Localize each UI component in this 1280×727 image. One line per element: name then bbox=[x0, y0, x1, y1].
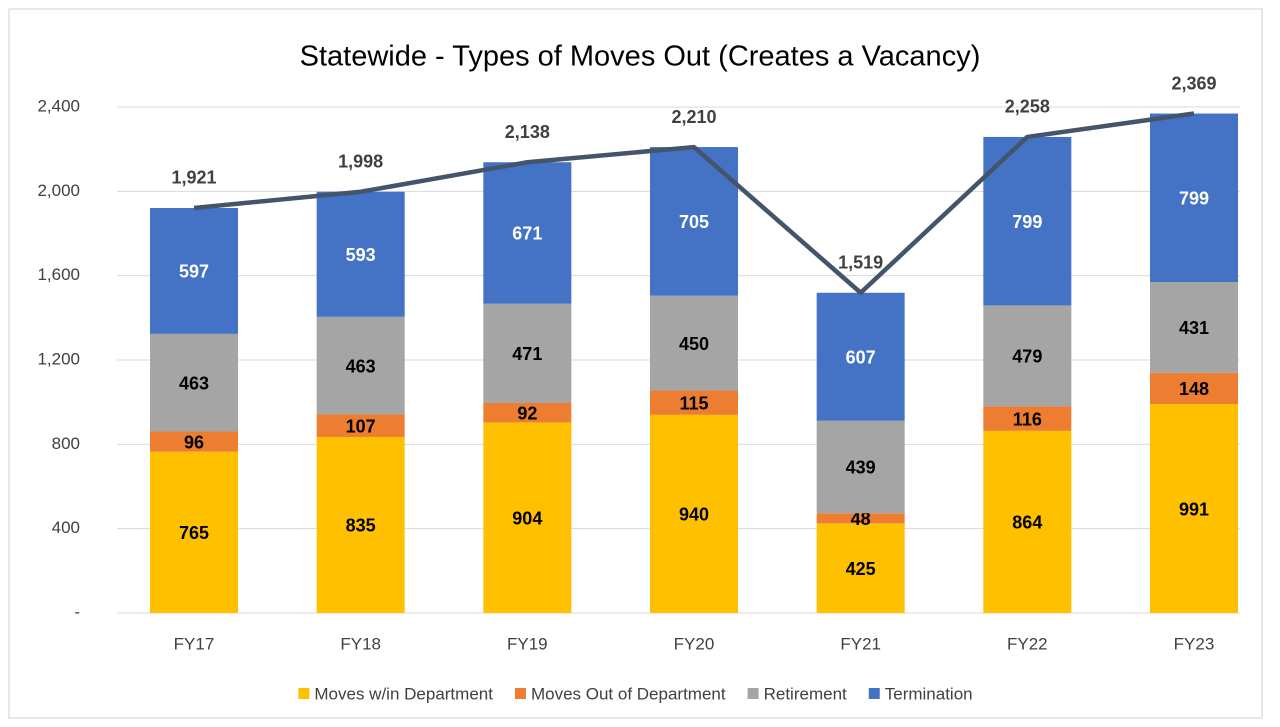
bar-segment bbox=[1150, 113, 1238, 282]
y-tick-label: - bbox=[74, 602, 80, 621]
bar-segment bbox=[816, 523, 905, 613]
legend: Moves w/in Department Moves Out of Depart… bbox=[298, 684, 973, 703]
total-label: 2,258 bbox=[1005, 97, 1050, 117]
legend-label: Moves Out of Department bbox=[531, 684, 726, 703]
bar-segment bbox=[316, 414, 405, 437]
data-label: 904 bbox=[512, 508, 542, 528]
total-label: 1,519 bbox=[838, 252, 883, 272]
data-label: 148 bbox=[1179, 379, 1209, 399]
y-tick-label: 800 bbox=[52, 434, 80, 453]
bar-segment bbox=[1150, 372, 1238, 405]
legend-swatch bbox=[298, 688, 310, 699]
bar-segment bbox=[650, 414, 738, 613]
x-tick-label: FY21 bbox=[840, 634, 881, 653]
legend-swatch bbox=[514, 688, 526, 699]
data-label: 607 bbox=[846, 347, 876, 367]
bar-segment bbox=[150, 451, 238, 613]
y-tick-label: 1,600 bbox=[37, 265, 80, 284]
data-label: 471 bbox=[512, 344, 542, 364]
y-tick-label: 2,400 bbox=[37, 96, 80, 115]
bar-segment bbox=[483, 422, 572, 613]
data-label: 765 bbox=[179, 523, 209, 543]
bar-segment bbox=[150, 207, 238, 334]
bar-segment bbox=[816, 292, 905, 421]
x-tick-label: FY20 bbox=[674, 634, 715, 653]
bar-segment bbox=[150, 431, 238, 452]
data-label: 593 bbox=[346, 245, 376, 265]
data-label: 671 bbox=[512, 224, 542, 244]
legend-label: Retirement bbox=[764, 684, 847, 703]
data-label: 597 bbox=[179, 262, 209, 282]
data-label: 115 bbox=[679, 393, 708, 413]
total-label: 1,998 bbox=[338, 152, 383, 172]
data-label: 425 bbox=[846, 559, 876, 579]
bar-segment bbox=[983, 406, 1072, 431]
data-label: 439 bbox=[846, 458, 876, 478]
data-label: 799 bbox=[1012, 212, 1042, 232]
bar-segment bbox=[650, 390, 738, 415]
total-label: 2,210 bbox=[671, 107, 716, 127]
bar-segment bbox=[816, 420, 905, 514]
bar-segment bbox=[316, 191, 405, 317]
bar-segment bbox=[650, 295, 738, 391]
bar-segment bbox=[483, 162, 572, 304]
data-label: 116 bbox=[1013, 409, 1042, 429]
bar-segment bbox=[983, 305, 1072, 407]
bar-segment bbox=[316, 316, 405, 415]
bar-segment bbox=[1150, 404, 1238, 613]
bar-segment bbox=[816, 513, 905, 524]
data-label: 835 bbox=[346, 516, 376, 536]
data-label: 107 bbox=[346, 416, 376, 436]
data-label: 864 bbox=[1012, 513, 1042, 533]
legend-swatch bbox=[747, 688, 759, 699]
data-label: 463 bbox=[346, 356, 376, 376]
data-label: 463 bbox=[179, 373, 209, 393]
data-label: 96 bbox=[184, 432, 204, 452]
bar-segment bbox=[983, 430, 1072, 613]
total-line bbox=[193, 111, 1195, 295]
legend-label: Moves w/in Department bbox=[314, 684, 493, 703]
bar-segment bbox=[316, 436, 405, 613]
bar-segment bbox=[483, 403, 572, 423]
x-tick-label: FY18 bbox=[340, 634, 381, 653]
data-label: 479 bbox=[1012, 347, 1042, 367]
x-tick-label: FY17 bbox=[174, 634, 215, 653]
bar-segment bbox=[150, 333, 238, 432]
chart-title: Statewide - Types of Moves Out (Creates … bbox=[300, 41, 981, 73]
bar-segment bbox=[1150, 281, 1238, 373]
legend-label: Termination bbox=[885, 684, 973, 703]
y-tick-label: 2,000 bbox=[37, 181, 80, 200]
data-label: 991 bbox=[1179, 499, 1209, 519]
data-label: 431 bbox=[1179, 318, 1209, 338]
data-label: 940 bbox=[679, 505, 709, 525]
y-tick-label: 400 bbox=[52, 518, 80, 537]
data-label: 799 bbox=[1179, 189, 1209, 209]
data-label: 92 bbox=[517, 403, 537, 423]
x-tick-label: FY19 bbox=[507, 634, 548, 653]
total-label: 2,138 bbox=[505, 122, 550, 142]
bar-segment bbox=[483, 303, 572, 404]
data-label: 450 bbox=[679, 334, 709, 354]
y-tick-label: 1,200 bbox=[37, 349, 80, 368]
legend-swatch bbox=[868, 688, 880, 699]
data-label: 48 bbox=[851, 509, 871, 529]
total-label: 2,369 bbox=[1171, 73, 1216, 93]
x-tick-label: FY22 bbox=[1007, 634, 1048, 653]
x-tick-label: FY23 bbox=[1174, 634, 1215, 653]
data-label: 705 bbox=[679, 212, 709, 232]
total-label: 1,921 bbox=[171, 168, 216, 188]
